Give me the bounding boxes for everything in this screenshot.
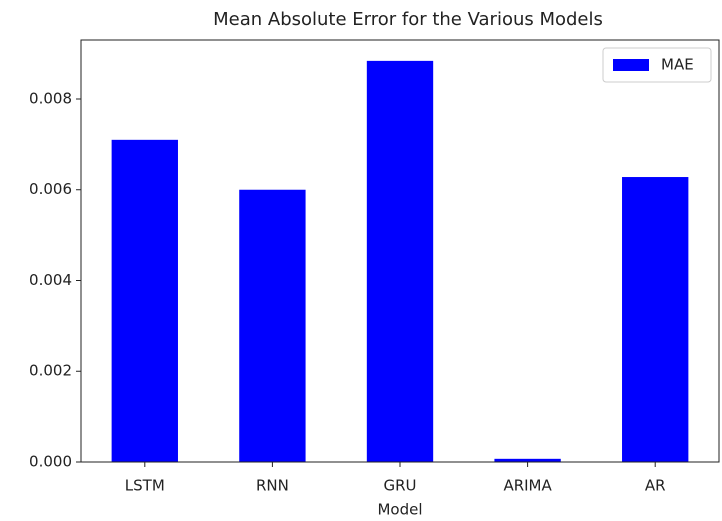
x-tick-label: ARIMA <box>503 477 552 495</box>
y-tick-label: 0.006 <box>29 180 72 198</box>
y-tick-label: 0.002 <box>29 362 72 380</box>
bar <box>366 60 434 463</box>
legend-swatch <box>613 59 649 71</box>
legend-box <box>602 47 712 83</box>
bar <box>622 177 689 462</box>
chart-title: Mean Absolute Error for the Various Mode… <box>213 9 603 30</box>
bar <box>239 189 306 462</box>
bar <box>111 139 178 463</box>
y-tick-label: 0.004 <box>29 271 72 289</box>
x-tick-label: AR <box>645 477 666 495</box>
legend-label: MAE <box>661 56 694 74</box>
x-tick-label: LSTM <box>125 477 165 495</box>
x-tick-label: GRU <box>383 477 416 495</box>
bar <box>494 458 561 462</box>
plot-frame <box>80 39 720 463</box>
x-axis-label: Model <box>377 501 422 519</box>
x-tick-label: RNN <box>256 477 289 495</box>
y-tick-label: 0.000 <box>29 453 72 471</box>
y-tick-label: 0.008 <box>29 89 72 107</box>
